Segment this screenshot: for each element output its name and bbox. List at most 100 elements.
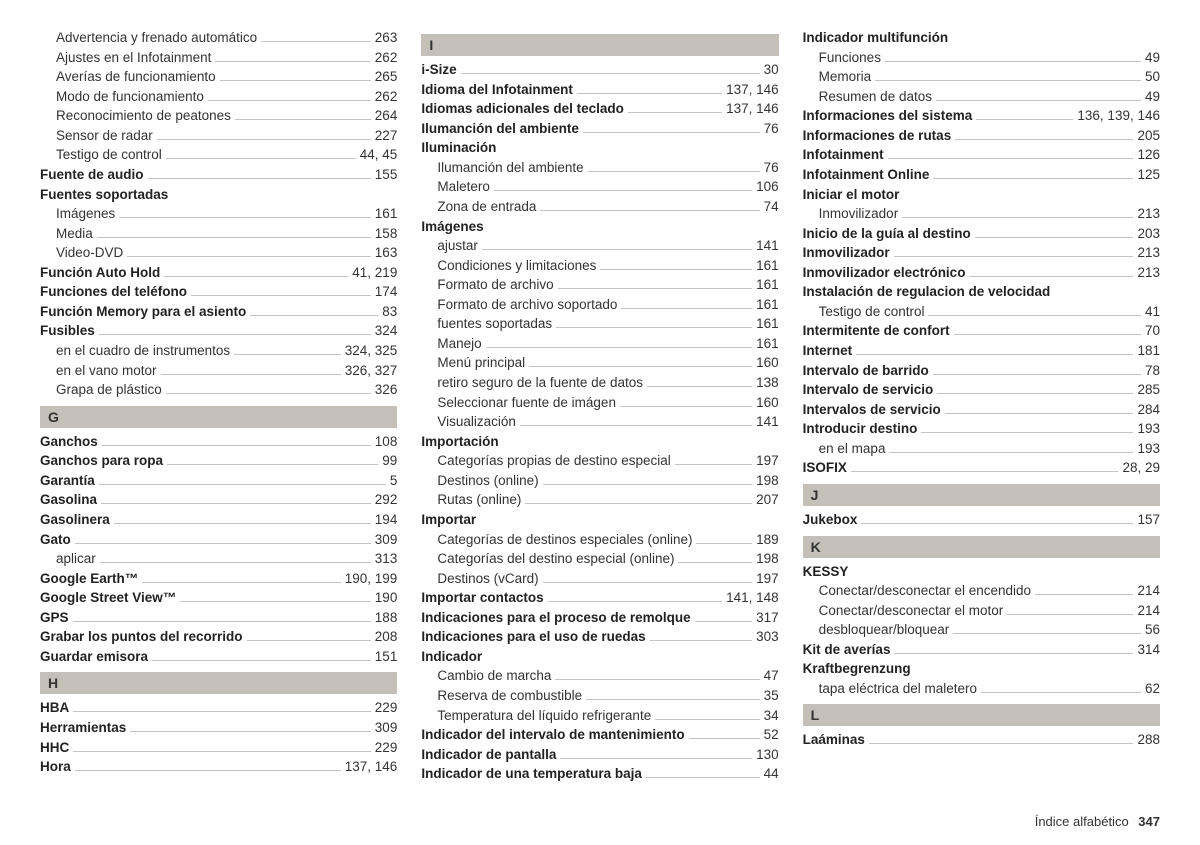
entry-page: 213 xyxy=(1137,243,1160,263)
entry-label: en el vano motor xyxy=(56,361,157,381)
index-entry: Temperatura del líquido refrigerante34 xyxy=(421,706,778,726)
leader-line xyxy=(208,100,371,101)
index-entry: en el mapa193 xyxy=(803,439,1160,459)
entry-page: 326, 327 xyxy=(345,361,398,381)
index-group: Iniciar el motor xyxy=(803,185,1160,205)
index-entry: Idioma del Infotainment137, 146 xyxy=(421,80,778,100)
leader-line xyxy=(583,132,760,133)
index-entry: Imágenes161 xyxy=(40,204,397,224)
entry-label: Inicio de la guía al destino xyxy=(803,224,971,244)
entry-page: 49 xyxy=(1145,87,1160,107)
index-entry: Laáminas288 xyxy=(803,730,1160,750)
index-entry: Indicador de una temperatura baja44 xyxy=(421,764,778,784)
index-entry: Intervalo de barrido78 xyxy=(803,361,1160,381)
index-entry: Gato309 xyxy=(40,530,397,550)
entry-page: 263 xyxy=(375,28,398,48)
entry-page: 193 xyxy=(1137,419,1160,439)
entry-page: 41, 219 xyxy=(352,263,397,283)
entry-label: Video-DVD xyxy=(56,243,123,263)
index-entry: Indicaciones para el uso de ruedas303 xyxy=(421,627,778,647)
index-group: Kraftbegrenzung xyxy=(803,659,1160,679)
index-group: Instalación de regulacion de velocidad xyxy=(803,282,1160,302)
leader-line xyxy=(119,217,371,218)
entry-label: Memoria xyxy=(819,67,872,87)
entry-label: Fuente de audio xyxy=(40,165,144,185)
leader-line xyxy=(556,327,752,328)
leader-line xyxy=(861,523,1133,524)
entry-page: 108 xyxy=(375,432,398,452)
entry-label: Indicador de una temperatura baja xyxy=(421,764,642,784)
index-entry: Infotainment126 xyxy=(803,145,1160,165)
index-entry: aplicar313 xyxy=(40,549,397,569)
index-entry: Introducir destino 193 xyxy=(803,419,1160,439)
index-entry: Modo de funcionamiento262 xyxy=(40,87,397,107)
index-entry: Rutas (online)207 xyxy=(421,490,778,510)
entry-label: Ganchos xyxy=(40,432,98,452)
leader-line xyxy=(220,80,371,81)
entry-page: 190 xyxy=(375,588,398,608)
index-entry: Fusibles324 xyxy=(40,321,397,341)
footer-label: Índice alfabético xyxy=(1035,814,1129,829)
entry-label: Intervalo de servicio xyxy=(803,380,934,400)
index-entry: Indicador de pantalla130 xyxy=(421,745,778,765)
entry-page: 161 xyxy=(756,256,779,276)
index-entry: Visualización141 xyxy=(421,412,778,432)
leader-line xyxy=(600,269,752,270)
entry-label: Gasolinera xyxy=(40,510,110,530)
entry-page: 174 xyxy=(375,282,398,302)
entry-page: 317 xyxy=(756,608,779,628)
index-entry: Herramientas309 xyxy=(40,718,397,738)
leader-line xyxy=(548,601,722,602)
index-entry: Formato de archivo soportado161 xyxy=(421,295,778,315)
index-entry: HBA229 xyxy=(40,698,397,718)
entry-page: 161 xyxy=(756,334,779,354)
entry-page: 227 xyxy=(375,126,398,146)
entry-page: 99 xyxy=(382,451,397,471)
leader-line xyxy=(102,445,371,446)
leader-line xyxy=(247,640,371,641)
leader-line xyxy=(543,484,753,485)
index-entry: Destinos (vCard)197 xyxy=(421,569,778,589)
index-entry: ISOFIX28, 29 xyxy=(803,458,1160,478)
entry-page: 285 xyxy=(1137,380,1160,400)
index-entry: Cambio de marcha47 xyxy=(421,666,778,686)
index-entry: Inicio de la guía al destino203 xyxy=(803,224,1160,244)
entry-page: 160 xyxy=(756,353,779,373)
leader-line xyxy=(555,679,759,680)
leader-line xyxy=(628,112,722,113)
leader-line xyxy=(933,374,1141,375)
entry-page: 161 xyxy=(756,275,779,295)
entry-page: 181 xyxy=(1137,341,1160,361)
leader-line xyxy=(696,543,752,544)
index-entry: Indicaciones para el proceso de remolque… xyxy=(421,608,778,628)
entry-page: 262 xyxy=(375,48,398,68)
index-entry: en el cuadro de instrumentos324, 325 xyxy=(40,341,397,361)
entry-page: 214 xyxy=(1137,581,1160,601)
entry-label: tapa eléctrica del maletero xyxy=(819,679,977,699)
entry-label: retiro seguro de la fuente de datos xyxy=(437,373,643,393)
column-1: Advertencia y frenado automático263Ajust… xyxy=(40,28,397,784)
index-group: Imágenes xyxy=(421,217,778,237)
entry-page: 157 xyxy=(1137,510,1160,530)
index-entry: desbloquear/bloquear56 xyxy=(803,620,1160,640)
entry-label: Introducir destino xyxy=(803,419,918,439)
entry-label: Función Auto Hold xyxy=(40,263,160,283)
index-entry: Categorías de destinos especiales (onlin… xyxy=(421,530,778,550)
leader-line xyxy=(191,295,371,296)
entry-page: 189 xyxy=(756,530,779,550)
index-entry: Intermitente de confort70 xyxy=(803,321,1160,341)
index-entry: Intervalos de servicio284 xyxy=(803,400,1160,420)
entry-label: Informaciones del sistema xyxy=(803,106,973,126)
entry-label: Importar contactos xyxy=(421,588,543,608)
entry-label: HBA xyxy=(40,698,69,718)
leader-line xyxy=(689,738,760,739)
entry-label: Indicador de pantalla xyxy=(421,745,556,765)
index-entry: Zona de entrada74 xyxy=(421,197,778,217)
entry-page: 309 xyxy=(375,718,398,738)
entry-page: 47 xyxy=(764,666,779,686)
entry-page: 214 xyxy=(1137,601,1160,621)
leader-line xyxy=(99,334,371,335)
entry-label: Grapa de plástico xyxy=(56,380,162,400)
index-entry: Grabar los puntos del recorrido208 xyxy=(40,627,397,647)
section-head-i: I xyxy=(421,34,778,56)
